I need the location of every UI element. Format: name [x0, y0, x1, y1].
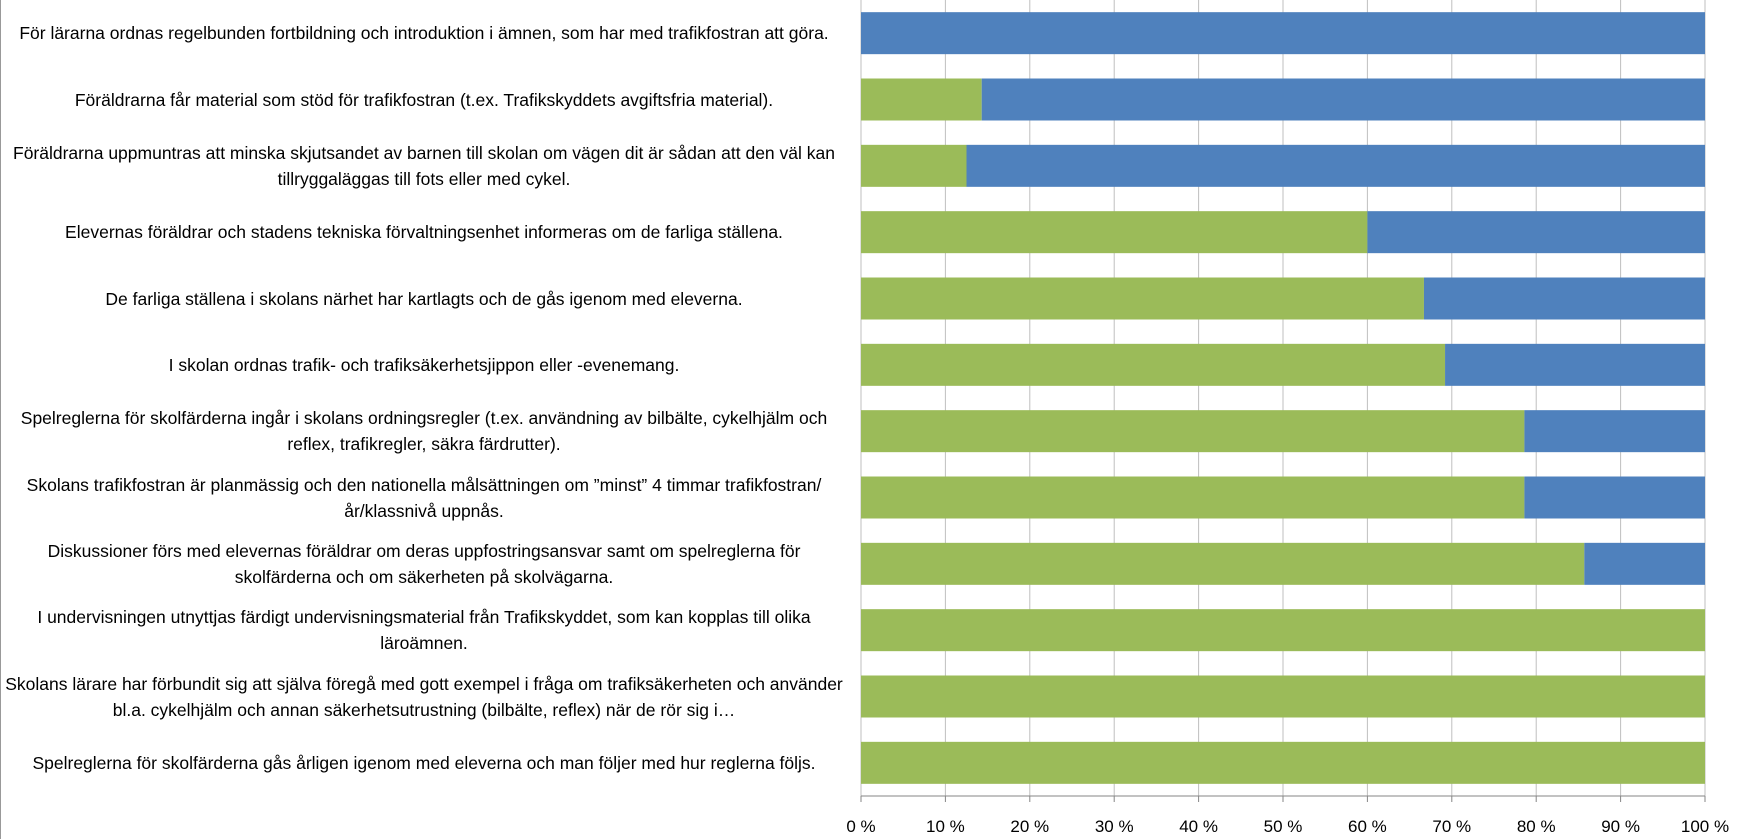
bar-segment	[861, 410, 1525, 453]
bar-segment	[861, 211, 1368, 254]
x-tick-label: 40 %	[1179, 817, 1218, 836]
category-label: Föräldrarna får material som stöd för tr…	[74, 89, 774, 110]
x-tick-label: 30 %	[1095, 817, 1134, 836]
bar-segment	[861, 78, 982, 121]
bar-segment	[1524, 476, 1705, 519]
category-label: Skolans trafikfostran är planmässig och …	[26, 474, 822, 521]
bar-segment	[981, 78, 1705, 121]
bar-segment	[861, 343, 1446, 386]
category-label: Spelreglerna för skolfärderna gås årlige…	[32, 752, 816, 773]
category-label: Föräldrarna uppmuntras att minska skjuts…	[13, 142, 835, 189]
bar-segment	[966, 144, 1705, 187]
bar-segment	[861, 741, 1705, 784]
x-tick-label: 60 %	[1348, 817, 1387, 836]
bar-segment	[1367, 211, 1705, 254]
x-tick-label: 100 %	[1681, 817, 1729, 836]
category-label: Diskussioner förs med elevernas föräldra…	[47, 540, 801, 587]
x-tick-label: 10 %	[926, 817, 965, 836]
category-label: I skolan ordnas trafik- och trafiksäkerh…	[168, 354, 680, 375]
bar-segment	[1445, 343, 1705, 386]
x-tick-label: 80 %	[1517, 817, 1556, 836]
bar-segment	[1423, 277, 1705, 320]
bar-segment	[1584, 542, 1705, 585]
bar-segment	[861, 542, 1585, 585]
x-tick-label: 70 %	[1432, 817, 1471, 836]
bar-segment	[861, 675, 1705, 718]
bar-segment	[1524, 410, 1705, 453]
category-label: Spelreglerna för skolfärderna ingår i sk…	[20, 408, 828, 455]
bar-segment	[861, 144, 967, 187]
x-tick-label: 20 %	[1010, 817, 1049, 836]
x-tick-label: 50 %	[1264, 817, 1303, 836]
bar-segment	[861, 609, 1705, 652]
x-tick-label: 90 %	[1601, 817, 1640, 836]
category-label: Skolans lärare har förbundit sig att sjä…	[5, 673, 843, 720]
category-label: Elevernas föräldrar och stadens tekniska…	[65, 222, 783, 243]
category-label: De farliga ställena i skolans närhet har…	[105, 288, 743, 309]
category-label: I undervisningen utnyttjas färdigt under…	[37, 607, 811, 654]
x-tick-label: 0 %	[846, 817, 875, 836]
bar-segment	[861, 12, 1705, 55]
bar-segment	[861, 476, 1525, 519]
bar-segment	[861, 277, 1424, 320]
category-label: För lärarna ordnas regelbunden fortbildn…	[19, 23, 829, 44]
